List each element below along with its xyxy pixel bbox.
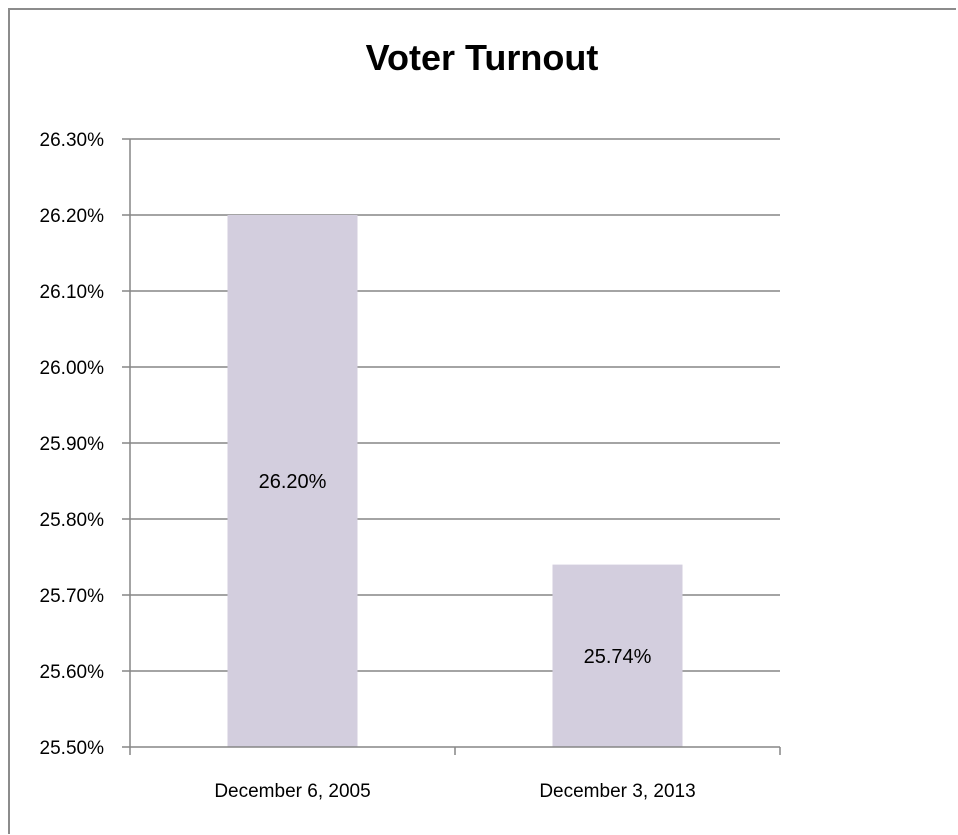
y-tick-label: 26.20% [40, 206, 105, 227]
y-tick-label: 25.60% [40, 662, 105, 683]
chart-frame [8, 8, 956, 834]
y-tick-label: 25.90% [40, 434, 105, 455]
y-tick-label: 26.00% [40, 358, 105, 379]
bar [227, 215, 358, 747]
axes [122, 138, 781, 755]
bar [552, 564, 683, 747]
bars [227, 215, 683, 747]
y-tick-label: 25.80% [40, 510, 105, 531]
y-tick-label: 26.30% [40, 130, 105, 151]
x-tick-label: December 6, 2005 [214, 781, 370, 802]
data-label: 25.74% [584, 646, 652, 668]
y-tick-labels: 25.50% 25.60% 25.70% 25.80% 25.90% 26.00% 26.1… [40, 130, 105, 759]
data-labels: 26.20% 25.74% [259, 471, 652, 668]
y-tick-label: 25.70% [40, 586, 105, 607]
x-tick-labels: December 6, 2005 December 3, 2013 [214, 781, 695, 802]
y-tick-label: 26.10% [40, 282, 105, 303]
chart-title: Voter Turnout [366, 37, 599, 78]
data-label: 26.20% [259, 471, 327, 493]
y-tick-label: 25.50% [40, 738, 105, 759]
x-tick-label: December 3, 2013 [539, 781, 695, 802]
